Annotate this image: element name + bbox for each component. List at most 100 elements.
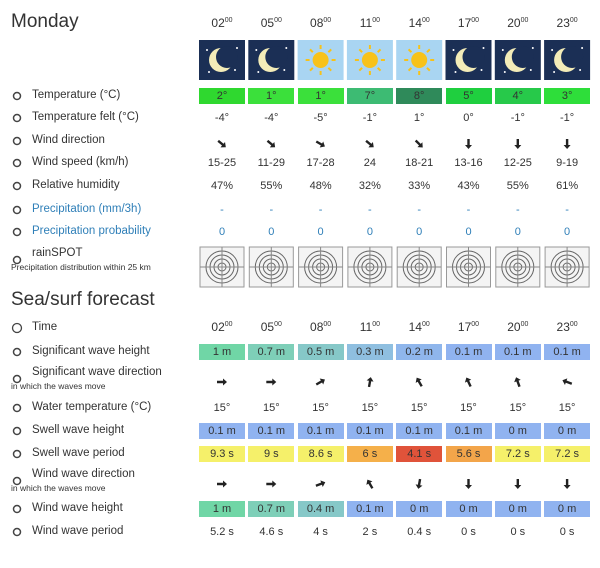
cell-value: 0 m xyxy=(396,501,443,517)
sun-ray xyxy=(376,67,382,72)
cell-value: 7.2 s xyxy=(544,446,591,462)
moon-cut xyxy=(216,46,238,68)
arrow-shape xyxy=(514,377,521,388)
row-icon xyxy=(12,476,22,486)
arrow-shape xyxy=(465,479,472,489)
row-label: rainSPOT xyxy=(32,247,83,259)
cell-value: 0.3 m xyxy=(346,344,393,360)
arrow-shape xyxy=(266,480,277,488)
row-icon xyxy=(12,91,22,101)
cell-value: 0 xyxy=(366,226,373,238)
row-label: Time xyxy=(32,321,58,333)
hour-value: 14 xyxy=(408,320,422,334)
cell-value: 2 s xyxy=(362,526,378,538)
rainspot-icon xyxy=(495,246,541,288)
arrow-shape xyxy=(315,480,326,487)
star xyxy=(234,69,236,71)
direction-arrow xyxy=(266,378,277,386)
star xyxy=(257,71,260,73)
cell-value: 0.1 m xyxy=(199,423,245,439)
hour-value: 05 xyxy=(260,320,275,334)
cell-value: -1° xyxy=(560,112,575,124)
hour-value: 23 xyxy=(556,16,570,30)
row-icon xyxy=(12,449,22,459)
star xyxy=(285,47,288,49)
row-label: Swell wave height xyxy=(32,424,125,436)
hour-minutes: 00 xyxy=(520,17,529,24)
arrow-shape xyxy=(365,139,374,148)
star xyxy=(551,49,554,51)
cell-value: 8.6 s xyxy=(297,446,344,462)
section-title: Sea/surf forecast xyxy=(11,289,155,310)
cell-value: 0.4 s xyxy=(407,526,432,538)
cell-value: 0 xyxy=(416,226,423,238)
cell-value: 15° xyxy=(558,402,576,414)
direction-arrow xyxy=(562,378,573,385)
arrow-shape xyxy=(464,377,472,388)
row-icon xyxy=(12,158,22,168)
direction-arrow xyxy=(315,378,325,386)
cell-value: 15° xyxy=(460,402,477,414)
star xyxy=(503,71,506,73)
arrow-shape xyxy=(217,378,227,386)
day-title: Monday xyxy=(11,11,79,32)
cell-value: 0 s xyxy=(559,526,575,538)
hour: 0200 xyxy=(199,320,245,334)
cell-value: 0.1 m xyxy=(248,423,295,439)
row-label: Temperature (°C) xyxy=(32,89,121,101)
hour: 1400 xyxy=(396,320,442,334)
cell-value: 0 xyxy=(218,226,226,238)
cell-value: 7.2 s xyxy=(494,446,541,462)
cell-value: 15° xyxy=(410,402,428,414)
hour-minutes: 00 xyxy=(569,321,578,328)
direction-arrow xyxy=(464,377,472,388)
row-label: Temperature felt (°C) xyxy=(32,111,139,123)
cell-value: 0.1 m xyxy=(346,501,393,517)
cell-value: 43% xyxy=(457,180,480,192)
arrow-shape xyxy=(315,378,325,386)
weather-icon xyxy=(346,40,393,80)
hour: 1100 xyxy=(347,320,393,334)
cell-value: 4.1 s xyxy=(396,446,443,462)
row-icon xyxy=(12,403,22,413)
cell-value: 24 xyxy=(363,157,377,169)
sun-ray xyxy=(309,67,314,72)
cell-value: 48% xyxy=(309,180,332,192)
cell-value: -4° xyxy=(264,112,279,124)
arrow-shape xyxy=(315,140,325,148)
sun-ray xyxy=(426,48,431,53)
sun-ray xyxy=(358,67,363,72)
hour-value: 11 xyxy=(359,320,373,334)
direction-arrow xyxy=(365,139,374,148)
hour-value: 20 xyxy=(507,16,521,30)
cell-value: - xyxy=(466,204,471,216)
hour-minutes: 00 xyxy=(520,321,529,328)
cell-value: 1 m xyxy=(199,501,245,517)
hour-value: 14 xyxy=(408,16,422,30)
arrow-shape xyxy=(366,479,374,489)
cell-value: 0.7 m xyxy=(248,344,295,360)
cell-value: 9 s xyxy=(248,446,295,462)
direction-arrow xyxy=(217,480,227,488)
direction-arrow xyxy=(514,377,521,388)
direction-arrow xyxy=(366,377,374,388)
arrow-shape xyxy=(217,139,226,148)
hour-minutes: 00 xyxy=(372,17,381,24)
cell-value: 55% xyxy=(260,180,283,192)
cell-value: 0 m xyxy=(544,423,591,439)
row-icon xyxy=(12,255,22,265)
weather-icon xyxy=(396,40,443,80)
star xyxy=(482,47,485,49)
direction-arrow xyxy=(266,139,276,148)
star xyxy=(236,47,238,49)
hour: 0500 xyxy=(248,320,294,334)
cell-value: 15° xyxy=(213,402,231,414)
cell-value: 9-19 xyxy=(556,157,579,169)
cell-value: - xyxy=(417,204,422,216)
cell-value: 0.1 m xyxy=(346,423,393,439)
cell-value: 15° xyxy=(509,402,527,414)
moon-cut xyxy=(561,46,584,68)
star xyxy=(553,71,556,73)
sun-ray xyxy=(309,48,314,53)
cell-value: 1° xyxy=(413,112,425,124)
